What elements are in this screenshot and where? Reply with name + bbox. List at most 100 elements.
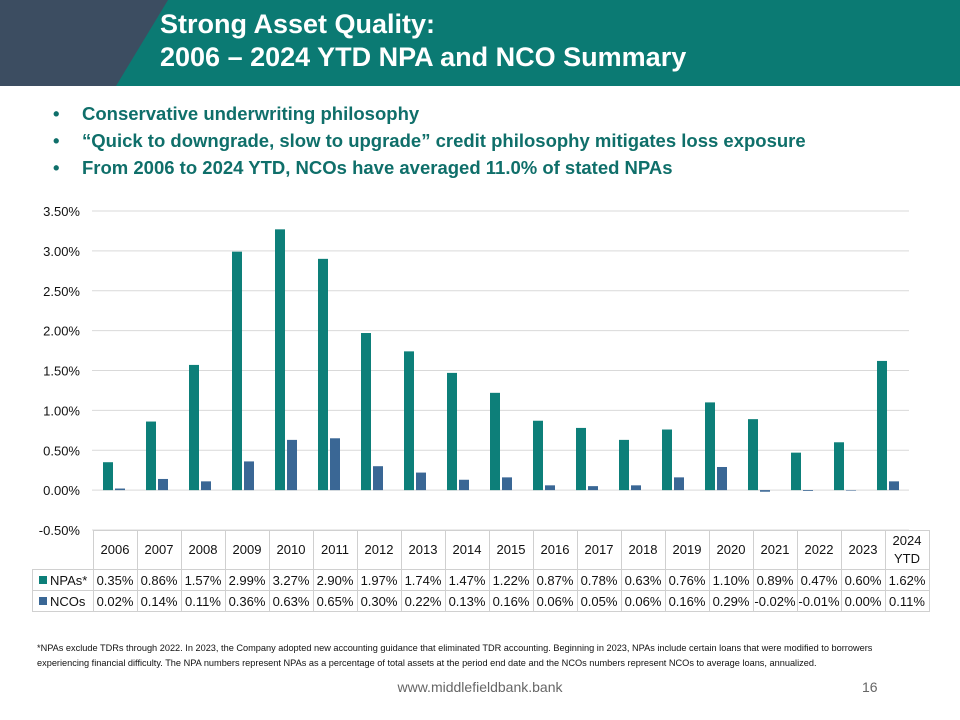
nco-value-cell: 0.65% [312, 590, 358, 612]
npa-value-cell: 2.99% [224, 569, 270, 591]
npa-bar [791, 452, 801, 491]
year-cell: 2021 [752, 530, 798, 570]
bullet-item: Conservative underwriting philosophy [50, 100, 806, 127]
nco-legend-label: NCOs [50, 593, 86, 609]
chart-data-table: 2006 2007 2008 2009 2010 2011 2012 2013 … [32, 530, 930, 612]
year-cell: 2011 [312, 530, 358, 570]
year-cell: 2008 [180, 530, 226, 570]
npa-value-cell: 1.97% [356, 569, 402, 591]
npa-row: NPAs* 0.35% 0.86% 1.57% 2.99% 3.27% 2.90… [32, 569, 930, 591]
nco-bar [846, 490, 856, 491]
year-cell: 2018 [620, 530, 666, 570]
npa-value-cell: 1.22% [488, 569, 534, 591]
npa-bar [361, 333, 371, 491]
nco-value-cell: 0.06% [620, 590, 666, 612]
year-cell: 2019 [664, 530, 710, 570]
y-tick-label: 2.50% [43, 284, 80, 299]
y-tick-label: 3.50% [43, 204, 80, 219]
year-cell: 2024 YTD [884, 530, 930, 570]
nco-bar [158, 478, 168, 491]
nco-value-cell: 0.13% [444, 590, 490, 612]
nco-value-cell: 0.11% [180, 590, 226, 612]
npa-value-cell: 2.90% [312, 569, 358, 591]
npa-value-cell: 0.60% [840, 569, 886, 591]
npa-value-cell: 0.63% [620, 569, 666, 591]
year-cell: 2013 [400, 530, 446, 570]
year-cell: 2006 [92, 530, 138, 570]
y-tick-label: 3.00% [43, 244, 80, 259]
nco-bar [803, 490, 813, 491]
page-number: 16 [862, 679, 878, 695]
nco-bar [889, 481, 899, 491]
npa-bar [189, 364, 199, 491]
npa-value-cell: 0.86% [136, 569, 182, 591]
npa-value-cell: 0.47% [796, 569, 842, 591]
nco-value-cell: 0.05% [576, 590, 622, 612]
year-cell: 2023 [840, 530, 886, 570]
footnote: *NPAs exclude TDRs through 2022. In 2023… [37, 643, 873, 668]
npa-bar [490, 392, 500, 491]
npa-bar [619, 439, 629, 491]
title-banner-shape [0, 0, 960, 86]
y-tick-label: 0.50% [43, 443, 80, 458]
year-cell: 2010 [268, 530, 314, 570]
npa-bar [662, 429, 672, 491]
year-cell: 2007 [136, 530, 182, 570]
table-corner [33, 531, 94, 570]
nco-bar [244, 461, 254, 491]
npa-nco-bar-chart: -0.50% 0.00% 0.50% 1.00% 1.50% 2.00% 2.50% 3.00… [39, 204, 909, 535]
y-tick-label: 2.00% [43, 324, 80, 339]
year-cell: 2017 [576, 530, 622, 570]
npa-legend-swatch [39, 576, 47, 585]
npa-bar [103, 462, 113, 491]
footer-url: www.middlefieldbank.bank [397, 679, 563, 695]
npa-value-cell: 0.76% [664, 569, 710, 591]
npa-bar [232, 251, 242, 491]
npa-bar [576, 427, 586, 491]
nco-bar [760, 490, 770, 492]
nco-value-cell: 0.29% [708, 590, 754, 612]
nco-value-cell: 0.02% [92, 590, 138, 612]
npa-value-cell: 1.74% [400, 569, 446, 591]
npa-bar [877, 360, 887, 491]
npa-bar [404, 351, 414, 491]
npa-bar [447, 372, 457, 491]
npa-value-cell: 0.35% [92, 569, 138, 591]
nco-value-cell: 0.11% [884, 590, 930, 612]
npa-bar [748, 419, 758, 491]
nco-legend-cell: NCOs [32, 590, 94, 612]
nco-bar [287, 439, 297, 491]
nco-value-cell: 0.16% [488, 590, 534, 612]
nco-value-cell: 0.36% [224, 590, 270, 612]
year-cell: 2014 [444, 530, 490, 570]
nco-bar [330, 438, 340, 491]
year-cell: 2015 [488, 530, 534, 570]
y-tick-label: 1.50% [43, 364, 80, 379]
npa-value-cell: 0.78% [576, 569, 622, 591]
nco-bar [201, 481, 211, 491]
npa-legend-cell: NPAs* [32, 569, 94, 591]
nco-bar [373, 466, 383, 491]
npa-value-cell: 1.47% [444, 569, 490, 591]
nco-value-cell: 0.63% [268, 590, 314, 612]
nco-bar [545, 485, 555, 491]
nco-legend-swatch [39, 597, 47, 606]
nco-bar [115, 488, 125, 491]
y-tick-label: 0.00% [43, 483, 80, 498]
nco-bar [459, 479, 469, 491]
bullet-item: From 2006 to 2024 YTD, NCOs have average… [50, 154, 806, 181]
nco-value-cell: 0.14% [136, 590, 182, 612]
title-banner: Strong Asset Quality: 2006 – 2024 YTD NP… [0, 0, 960, 86]
title-line-2: 2006 – 2024 YTD NPA and NCO Summary [160, 42, 687, 72]
y-tick-label: -0.50% [39, 523, 81, 535]
nco-row: NCOs 0.02% 0.14% 0.11% 0.36% 0.63% 0.65%… [32, 590, 930, 612]
y-tick-label: 1.00% [43, 403, 80, 418]
nco-bar [631, 485, 641, 491]
year-cell: 2012 [356, 530, 402, 570]
nco-bar [674, 477, 684, 491]
title-line-1: Strong Asset Quality: [160, 9, 436, 39]
npa-bar [275, 229, 285, 491]
page-title: Strong Asset Quality: 2006 – 2024 YTD NP… [160, 8, 686, 74]
year-cell: 2020 [708, 530, 754, 570]
nco-value-cell: 0.06% [532, 590, 578, 612]
